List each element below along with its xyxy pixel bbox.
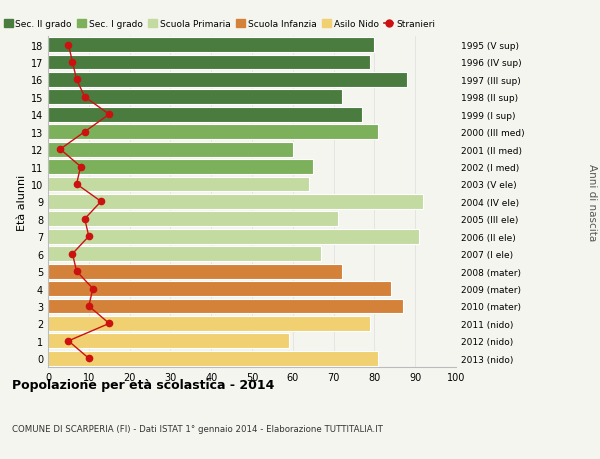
Bar — [48, 107, 362, 123]
Bar — [48, 38, 374, 53]
Bar — [48, 160, 313, 174]
Bar — [48, 125, 379, 140]
Text: Anni di nascita: Anni di nascita — [587, 163, 597, 241]
Bar — [48, 73, 407, 88]
Bar — [48, 281, 391, 297]
Bar — [48, 90, 342, 105]
Bar — [48, 351, 379, 366]
Bar — [48, 195, 424, 209]
Text: COMUNE DI SCARPERIA (FI) - Dati ISTAT 1° gennaio 2014 - Elaborazione TUTTITALIA.: COMUNE DI SCARPERIA (FI) - Dati ISTAT 1°… — [12, 425, 383, 434]
Bar — [48, 334, 289, 348]
Legend: Sec. II grado, Sec. I grado, Scuola Primaria, Scuola Infanzia, Asilo Nido, Stran: Sec. II grado, Sec. I grado, Scuola Prim… — [4, 20, 435, 29]
Bar — [48, 230, 419, 244]
Bar — [48, 247, 322, 262]
Bar — [48, 142, 293, 157]
Y-axis label: Età alunni: Età alunni — [17, 174, 26, 230]
Bar — [48, 212, 338, 227]
Bar — [48, 316, 370, 331]
Bar — [48, 299, 403, 313]
Bar — [48, 56, 370, 70]
Text: Popolazione per età scolastica - 2014: Popolazione per età scolastica - 2014 — [12, 379, 274, 392]
Bar — [48, 177, 309, 192]
Bar — [48, 264, 342, 279]
